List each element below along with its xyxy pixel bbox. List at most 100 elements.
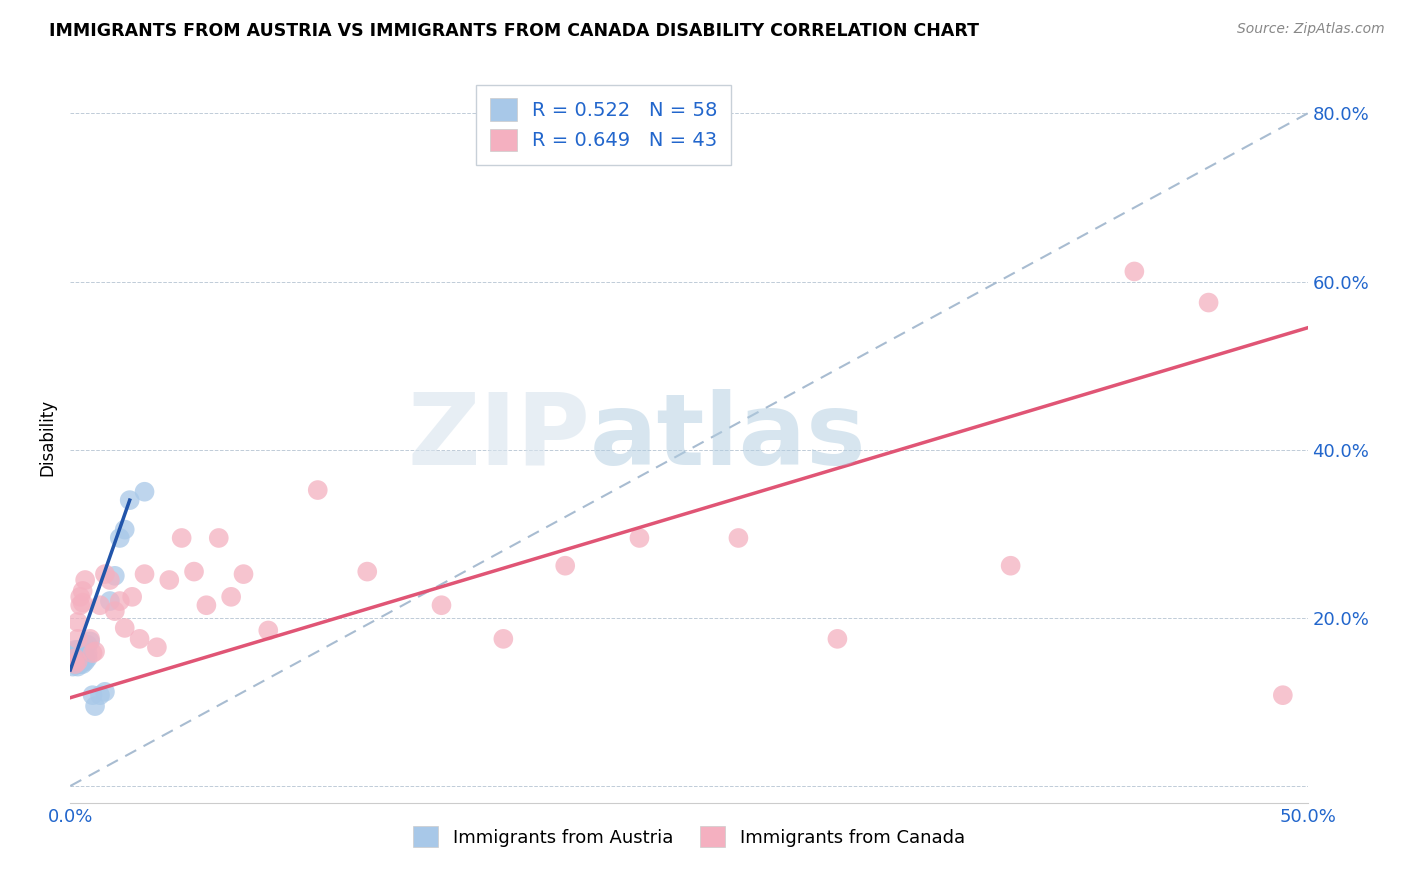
Point <box>69 648 91 663</box>
Point <box>69 651 91 665</box>
Point <box>66 655 89 669</box>
Point <box>146 640 169 655</box>
Point <box>72 583 94 598</box>
Point <box>1271 688 1294 702</box>
Point <box>75 640 97 655</box>
Point <box>66 657 89 671</box>
Point <box>82 688 104 702</box>
Point <box>72 646 94 660</box>
Point <box>65 646 87 660</box>
Point <box>82 646 104 660</box>
Point <box>628 531 651 545</box>
Text: IMMIGRANTS FROM AUSTRIA VS IMMIGRANTS FROM CANADA DISABILITY CORRELATION CHART: IMMIGRANTS FROM AUSTRIA VS IMMIGRANTS FR… <box>49 22 979 40</box>
Point <box>170 531 193 545</box>
Point <box>114 523 136 537</box>
Point <box>75 573 97 587</box>
Point <box>75 655 97 669</box>
Point <box>69 657 91 671</box>
Point <box>76 651 98 665</box>
Point <box>66 651 89 665</box>
Point <box>104 569 127 583</box>
Point <box>98 594 121 608</box>
Point <box>66 655 89 669</box>
Point <box>66 648 89 663</box>
Point <box>65 657 87 671</box>
Point <box>62 659 84 673</box>
Legend: Immigrants from Austria, Immigrants from Canada: Immigrants from Austria, Immigrants from… <box>401 814 977 860</box>
Point <box>208 531 231 545</box>
Point <box>356 565 378 579</box>
Point <box>66 648 89 663</box>
Point <box>65 648 87 663</box>
Point <box>62 651 84 665</box>
Point <box>134 567 156 582</box>
Point <box>66 659 89 673</box>
Point <box>108 531 131 545</box>
Point <box>554 558 576 573</box>
Point <box>232 567 254 582</box>
Point <box>69 642 91 657</box>
Point <box>257 624 280 638</box>
Point <box>76 638 98 652</box>
Point <box>65 657 87 671</box>
Point <box>69 653 91 667</box>
Point <box>89 599 111 613</box>
Point <box>94 685 117 699</box>
Point <box>66 646 89 660</box>
Point <box>76 646 98 660</box>
Point <box>492 632 515 646</box>
Point <box>430 599 453 613</box>
Point <box>69 646 91 660</box>
Point <box>72 655 94 669</box>
Point <box>66 655 89 669</box>
Point <box>84 644 107 658</box>
Point <box>69 655 91 669</box>
Point <box>827 632 849 646</box>
Text: atlas: atlas <box>591 389 866 485</box>
Point <box>307 483 329 497</box>
Point <box>75 651 97 665</box>
Point <box>65 651 87 665</box>
Point <box>72 653 94 667</box>
Point <box>75 648 97 663</box>
Point <box>66 653 89 667</box>
Point <box>66 657 89 671</box>
Text: ZIP: ZIP <box>408 389 591 485</box>
Point <box>66 642 89 657</box>
Point <box>79 632 101 646</box>
Point <box>66 648 89 663</box>
Point <box>1123 264 1146 278</box>
Point <box>157 573 180 587</box>
Point <box>121 590 143 604</box>
Point <box>128 632 150 646</box>
Point <box>84 699 107 714</box>
Point <box>69 599 91 613</box>
Point <box>72 596 94 610</box>
Point <box>1198 295 1220 310</box>
Point <box>108 594 131 608</box>
Point <box>219 590 242 604</box>
Point <box>183 565 205 579</box>
Point <box>727 531 749 545</box>
Point <box>65 655 87 669</box>
Y-axis label: Disability: Disability <box>38 399 56 475</box>
Point <box>66 632 89 646</box>
Point <box>79 634 101 648</box>
Point <box>72 648 94 663</box>
Point <box>72 642 94 657</box>
Point <box>65 642 87 657</box>
Point <box>195 599 218 613</box>
Point <box>98 573 121 587</box>
Point <box>114 621 136 635</box>
Point <box>66 615 89 629</box>
Point <box>72 657 94 671</box>
Point <box>1000 558 1022 573</box>
Point <box>69 655 91 669</box>
Text: Source: ZipAtlas.com: Source: ZipAtlas.com <box>1237 22 1385 37</box>
Point <box>89 688 111 702</box>
Point <box>69 651 91 665</box>
Point <box>66 646 89 660</box>
Point <box>118 493 141 508</box>
Point <box>66 653 89 667</box>
Point <box>69 590 91 604</box>
